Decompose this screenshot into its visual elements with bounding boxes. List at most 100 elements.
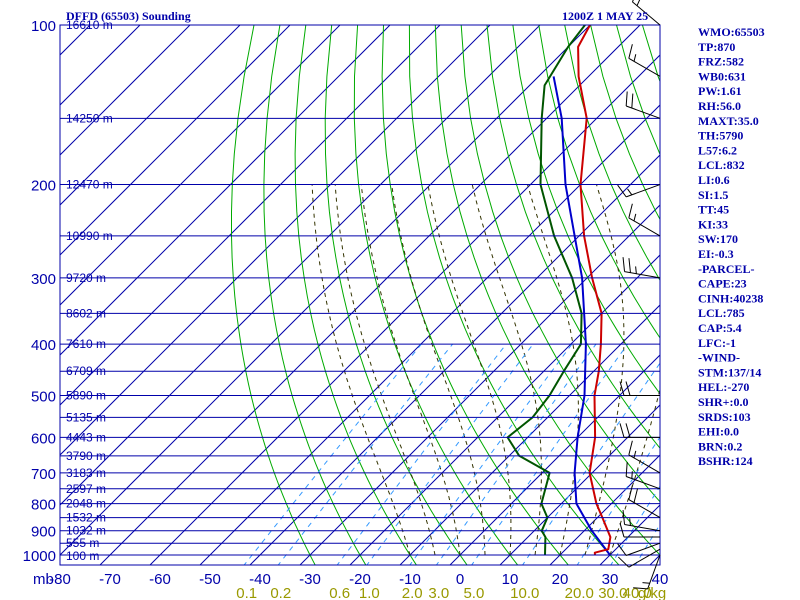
mixing-ratio-line — [409, 343, 573, 565]
wind-barb — [619, 381, 660, 396]
height-label: 5890 m — [66, 388, 106, 402]
index-value: CAPE:23 — [698, 277, 747, 291]
pressure-tick-label: 900 — [31, 524, 56, 541]
height-label: 1532 m — [66, 511, 106, 525]
mb-unit-label: mb — [33, 571, 54, 588]
pressure-tick-label: 1000 — [23, 548, 56, 565]
isotherm-line — [60, 25, 191, 156]
wind-barb-feather — [619, 522, 625, 538]
plot-frame — [59, 24, 661, 566]
height-label: 7610 m — [66, 337, 106, 351]
isotherm-line — [60, 25, 491, 456]
index-value: BSHR:124 — [698, 454, 753, 468]
index-value: LCL:785 — [698, 306, 745, 320]
wind-barb-feather — [617, 543, 627, 556]
wind-barb-feather — [622, 509, 626, 525]
wind-barb — [628, 485, 661, 519]
index-value: CAP:5.4 — [698, 321, 742, 335]
dry-adiabat-line — [294, 25, 418, 565]
moist-adiabat-line — [391, 184, 486, 555]
index-value: L57:6.2 — [698, 143, 737, 157]
index-value: SRDS:103 — [698, 410, 751, 424]
wind-barbs — [617, 0, 661, 590]
index-value: PW:1.61 — [698, 84, 742, 98]
pressure-tick-label: 600 — [31, 430, 56, 447]
index-value: TP:870 — [698, 40, 735, 54]
dry-adiabat-line — [231, 25, 316, 565]
index-value: SI:1.5 — [698, 188, 728, 202]
mixing-ratio-line — [366, 343, 534, 565]
wind-barb — [628, 203, 661, 237]
wind-barb-feather — [628, 440, 633, 456]
mixing-ratio-label: 10.0 — [510, 585, 539, 600]
isotherm-line — [99, 25, 641, 565]
temperature-tick-label: 20 — [552, 571, 569, 588]
wind-barb-half-feather — [636, 0, 641, 6]
wind-barb — [617, 542, 661, 556]
wind-barb-half-feather — [633, 450, 637, 459]
height-label: 6709 m — [66, 364, 106, 378]
mixing-ratio-line — [576, 436, 660, 565]
mixing-ratio-label: 5.0 — [463, 585, 484, 600]
index-value: WB0:631 — [698, 69, 746, 83]
dry-adiabat-line — [512, 25, 660, 395]
temperature-tick-label: -20 — [349, 571, 371, 588]
isotherm-line — [199, 104, 660, 565]
wind-barb-staff — [628, 548, 661, 568]
wind-barb-feather — [631, 93, 634, 109]
temperature-tick-label: -40 — [249, 571, 271, 588]
isotherm-line — [60, 25, 441, 406]
height-label: 4443 m — [66, 430, 106, 444]
wind-barb-half-feather — [633, 213, 637, 222]
dry-adiabat-line — [408, 25, 620, 565]
height-label: 555 m — [66, 536, 99, 550]
isotherm-line — [349, 254, 660, 565]
mixing-ratio-label: 1.0 — [359, 585, 380, 600]
index-value: HEL:-270 — [698, 380, 749, 394]
height-label: 10990 m — [66, 229, 113, 243]
height-label: 3790 m — [66, 449, 106, 463]
mixing-ratio-label: 2.0 — [402, 585, 423, 600]
wind-barb — [622, 509, 661, 532]
wind-barb — [633, 554, 661, 590]
mixing-ratio-line — [435, 343, 597, 565]
isotherm-line — [60, 25, 341, 306]
temperature-tick-label: -10 — [399, 571, 421, 588]
pressure-tick-label: 300 — [31, 271, 56, 288]
temperature-tick-label: -60 — [149, 571, 171, 588]
temperature-axis: -80 -70 -60 -50 -40 -30 -20 -10 0 10 20 30 40 — [49, 571, 668, 588]
mixing-ratio-unit: g/kg — [638, 585, 666, 600]
temperature-tick-label: -30 — [299, 571, 321, 588]
mixing-ratio-label: 0.1 — [236, 585, 257, 600]
isotherm-line — [149, 54, 660, 565]
pressure-tick-label: 200 — [31, 178, 56, 195]
height-label: 2597 m — [66, 482, 106, 496]
wind-barb — [619, 423, 660, 438]
index-value: LFC:-1 — [698, 336, 736, 350]
dry-adiabat-line — [324, 25, 468, 565]
wind-barb — [618, 548, 661, 568]
wind-barb-half-feather — [631, 471, 633, 479]
temperature-tick-label: 10 — [502, 571, 519, 588]
index-value: RH:56.0 — [698, 99, 741, 113]
wind-barb — [625, 461, 661, 490]
moist-adiabat-line — [427, 184, 512, 556]
wind-barb-staff — [626, 475, 661, 490]
index-value: MAXT:35.0 — [698, 114, 759, 128]
wind-barb-feather — [625, 381, 631, 396]
height-label: 14250 m — [66, 111, 113, 125]
isotherm-line — [60, 25, 591, 556]
pressure-tick-label: 700 — [31, 466, 56, 483]
grid-layer — [60, 25, 660, 565]
mixing-ratio-label: 3.0 — [428, 585, 449, 600]
height-label: 9720 m — [66, 271, 106, 285]
moist-adiabat-line — [311, 184, 411, 556]
index-value: KI:33 — [698, 217, 728, 231]
isotherm-line — [60, 25, 541, 506]
wind-barb — [628, 440, 661, 474]
wind-barb-feather — [628, 203, 633, 219]
wind-barb-half-feather — [627, 188, 633, 196]
wind-barb-half-feather — [635, 266, 637, 274]
mixing-ratio-label: 0.6 — [329, 585, 350, 600]
